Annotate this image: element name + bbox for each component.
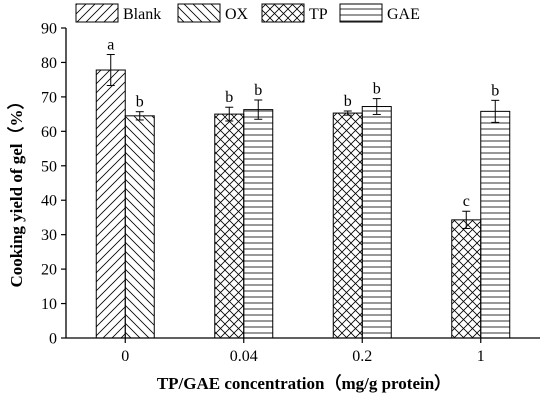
- bar-tp: [332, 112, 363, 339]
- bar-ox: [124, 115, 155, 339]
- bar-gae: [361, 106, 392, 339]
- plot-area: 0 10 20 30 40 50 60 70 80 90 0 0.04 0.2 1 a b b b b b c b: [41, 21, 540, 365]
- bar-gae: [243, 109, 274, 339]
- significance-label: a: [107, 37, 114, 54]
- x-tick-label: 1: [477, 348, 485, 365]
- x-tick-label: 0.04: [230, 348, 258, 365]
- y-tick-label: 40: [41, 193, 57, 210]
- legend-swatch-ox: [177, 3, 221, 23]
- y-tick-label: 20: [41, 262, 57, 279]
- y-tick-label: 0: [49, 331, 57, 348]
- significance-label: b: [491, 82, 499, 99]
- legend-swatch-blank: [75, 3, 119, 23]
- y-tick-label: 80: [41, 55, 57, 72]
- bar-tp: [451, 219, 482, 339]
- significance-label: b: [344, 93, 352, 110]
- bar-blank: [95, 69, 126, 339]
- chart-legend: Blank OX TP GAE: [75, 3, 420, 23]
- significance-label: b: [136, 94, 144, 111]
- legend-label-blank: Blank: [123, 6, 161, 23]
- x-tick-label: 0: [121, 348, 129, 365]
- significance-label: b: [254, 82, 262, 99]
- legend-label-ox: OX: [225, 6, 249, 23]
- y-tick-label: 90: [41, 21, 57, 38]
- y-tick-label: 30: [41, 227, 57, 244]
- y-tick-label: 60: [41, 124, 57, 141]
- significance-label: c: [463, 193, 470, 210]
- legend-swatch-gae: [339, 3, 383, 23]
- significance-label: b: [225, 89, 233, 106]
- legend-label-gae: GAE: [387, 6, 420, 23]
- bar-tp: [214, 113, 245, 339]
- legend-label-tp: TP: [309, 6, 328, 23]
- x-tick-label: 0.2: [352, 348, 372, 365]
- x-axis-title: TP/GAE concentration（mg/g protein）: [157, 373, 451, 393]
- y-tick-label: 50: [41, 158, 57, 175]
- y-tick-label: 10: [41, 296, 57, 313]
- significance-label: b: [373, 81, 381, 98]
- y-tick-label: 70: [41, 89, 57, 106]
- legend-swatch-tp: [261, 3, 305, 23]
- y-axis-title: Cooking yield of gel（%）: [6, 92, 26, 287]
- bar-gae: [480, 110, 511, 339]
